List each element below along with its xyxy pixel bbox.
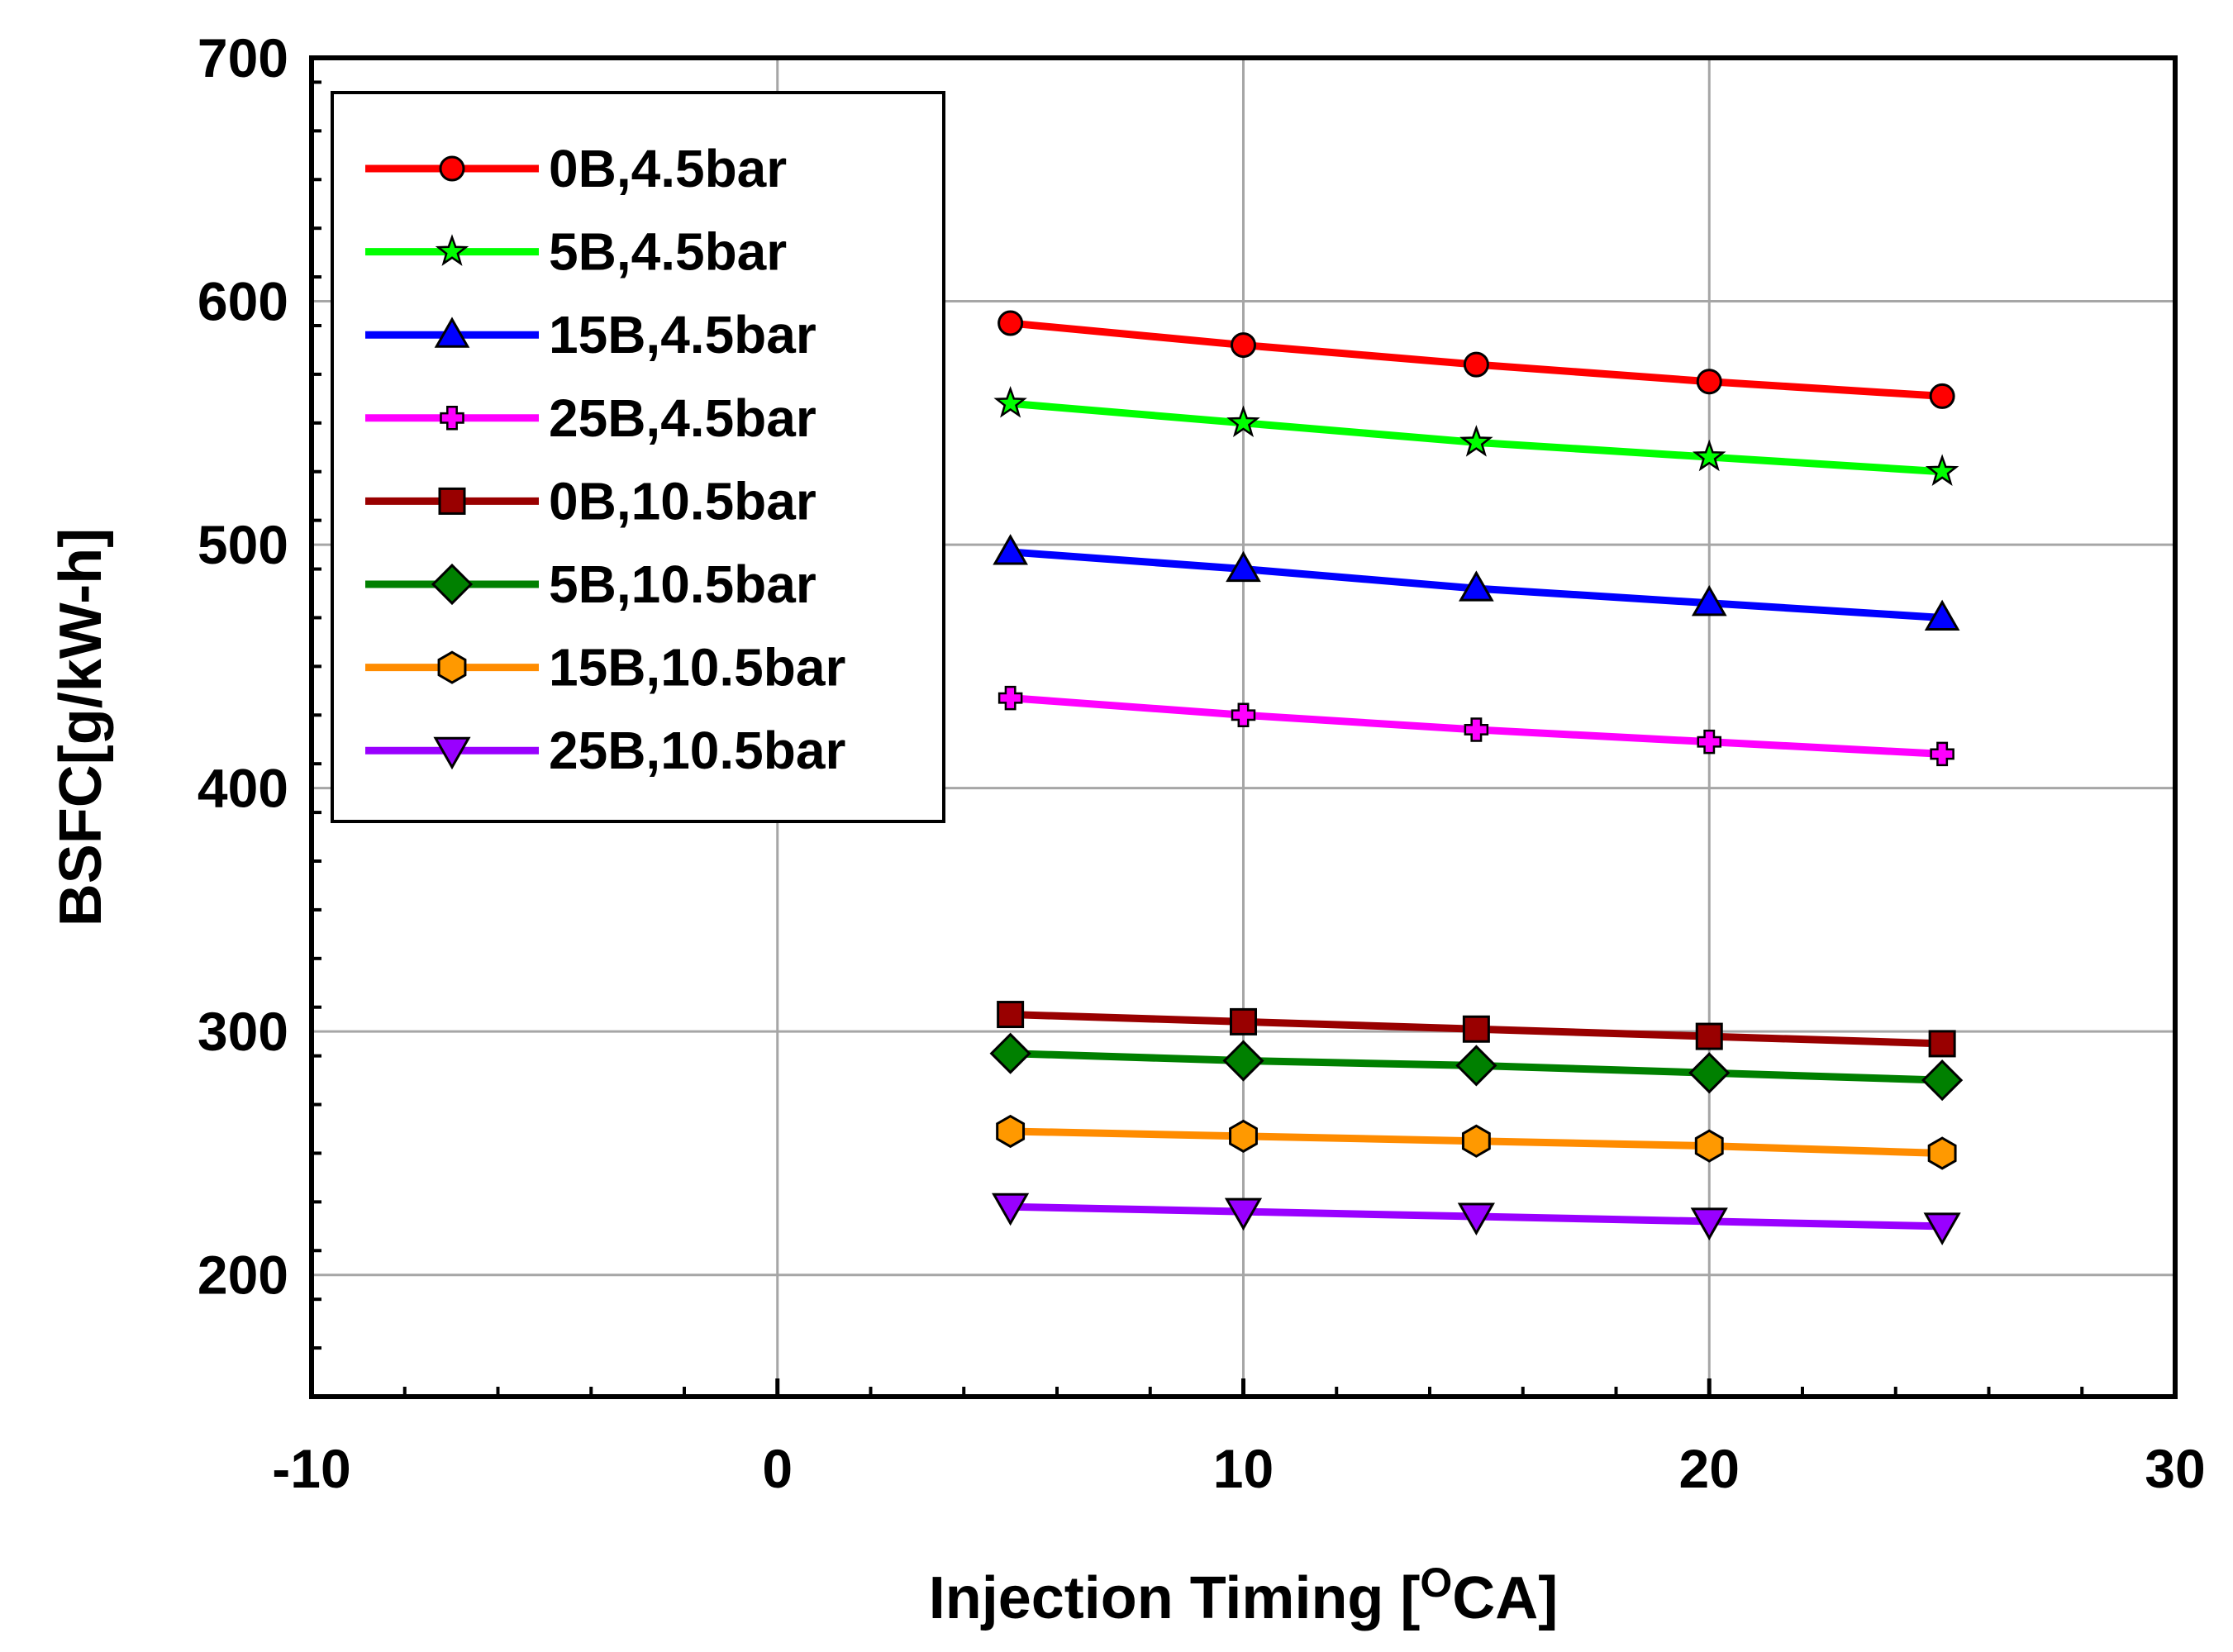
- legend-marker: [437, 650, 467, 684]
- legend-label: 5B,10.5bar: [549, 555, 817, 614]
- y-tick-label: 600: [198, 271, 288, 332]
- data-point: [1697, 729, 1721, 755]
- data-point: [1925, 454, 1959, 486]
- data-point: [997, 685, 1023, 711]
- data-point: [1688, 1052, 1731, 1094]
- legend-item: 0B,10.5bar: [365, 471, 817, 531]
- legend-item: 0B,4.5bar: [365, 139, 787, 198]
- legend-marker: [440, 406, 464, 431]
- legend-marker: [431, 563, 474, 606]
- data-point: [1459, 425, 1493, 457]
- legend-label: 25B,4.5bar: [549, 388, 817, 448]
- data-point: [1461, 1124, 1491, 1158]
- data-point: [1455, 1045, 1497, 1087]
- data-point: [1694, 1129, 1724, 1163]
- data-point: [1231, 702, 1256, 728]
- legend-label: 15B,10.5bar: [549, 638, 845, 697]
- data-point: [1229, 1119, 1258, 1153]
- data-point: [1924, 599, 1960, 631]
- data-point: [1691, 585, 1727, 617]
- series-5B,4.5bar: [993, 385, 1959, 486]
- y-axis-title: BSFC[g/kW-h]: [48, 528, 114, 926]
- y-tick-label: 500: [198, 514, 288, 575]
- series-0B,4.5bar: [997, 310, 1955, 409]
- series-15B,4.5bar: [993, 534, 1960, 631]
- legend-item: 25B,10.5bar: [365, 721, 845, 780]
- data-point: [996, 1114, 1026, 1149]
- data-point: [1222, 1040, 1264, 1082]
- data-point: [1929, 383, 1955, 409]
- data-point: [1927, 1136, 1957, 1170]
- legend-item: 15B,10.5bar: [365, 638, 845, 697]
- legend-item: 15B,4.5bar: [365, 305, 817, 364]
- y-tick-label: 200: [198, 1245, 288, 1306]
- data-point: [992, 1193, 1030, 1226]
- series-0B,10.5bar: [997, 1001, 1956, 1058]
- data-point: [1695, 1022, 1723, 1050]
- data-point: [1464, 717, 1489, 742]
- legend-label: 0B,4.5bar: [549, 139, 787, 198]
- data-point: [1230, 1007, 1257, 1035]
- series-25B,10.5bar: [992, 1193, 1961, 1245]
- legend: 0B,4.5bar 5B,4.5bar 15B,4.5bar 25B,4.5bar 0B…: [331, 91, 945, 823]
- y-tick-label: 700: [198, 27, 288, 88]
- y-tick-label: 300: [198, 1001, 288, 1062]
- data-point: [1457, 1202, 1495, 1236]
- data-point: [1923, 1212, 1961, 1245]
- data-point: [1463, 351, 1489, 378]
- data-point: [997, 310, 1024, 336]
- legend-box: [331, 91, 945, 823]
- x-tick-label: 10: [1213, 1438, 1274, 1499]
- x-tick-label: 0: [762, 1438, 793, 1499]
- data-point: [1690, 1207, 1728, 1240]
- data-point: [1692, 439, 1726, 472]
- data-point: [993, 385, 1027, 418]
- data-point: [1930, 741, 1954, 767]
- series-15B,10.5bar: [996, 1114, 1957, 1170]
- data-point: [997, 1001, 1025, 1029]
- data-point: [1459, 570, 1494, 602]
- plot-frame: [309, 55, 2178, 1399]
- legend-label: 5B,4.5bar: [549, 222, 787, 282]
- legend-item: 5B,10.5bar: [365, 555, 817, 614]
- legend-marker: [433, 736, 471, 770]
- data-point: [1226, 405, 1260, 438]
- legend-item: 25B,4.5bar: [365, 388, 817, 448]
- legend-marker: [434, 317, 470, 348]
- data-point: [1696, 369, 1722, 395]
- data-point: [993, 534, 1028, 565]
- data-point: [1231, 332, 1256, 359]
- data-point: [989, 1032, 1031, 1074]
- x-tick-label: 30: [2145, 1438, 2205, 1499]
- x-axis-title: Injection Timing [OCA]: [929, 1559, 1559, 1631]
- x-tick-label: -10: [272, 1438, 350, 1499]
- legend-marker: [438, 487, 466, 515]
- series-5B,10.5bar: [989, 1032, 1964, 1102]
- legend-label: 0B,10.5bar: [549, 471, 817, 531]
- y-tick-label: 400: [198, 758, 288, 819]
- data-point: [1462, 1015, 1490, 1043]
- legend-label: 25B,10.5bar: [549, 721, 845, 780]
- data-point: [1928, 1030, 1956, 1058]
- data-point: [1224, 1197, 1263, 1231]
- tick-labels: -10 0 10 20 30 200 300 400 500 600 700: [198, 27, 2206, 1499]
- legend-marker: [435, 234, 469, 266]
- data-point: [1921, 1059, 1964, 1102]
- legend-label: 15B,4.5bar: [549, 305, 817, 364]
- series-25B,4.5bar: [997, 685, 1954, 767]
- legend-marker: [439, 155, 465, 182]
- legend-item: 5B,4.5bar: [365, 222, 787, 282]
- data-point: [1226, 550, 1261, 583]
- series-group: [989, 310, 1964, 1245]
- x-tick-label: 20: [1679, 1438, 1740, 1499]
